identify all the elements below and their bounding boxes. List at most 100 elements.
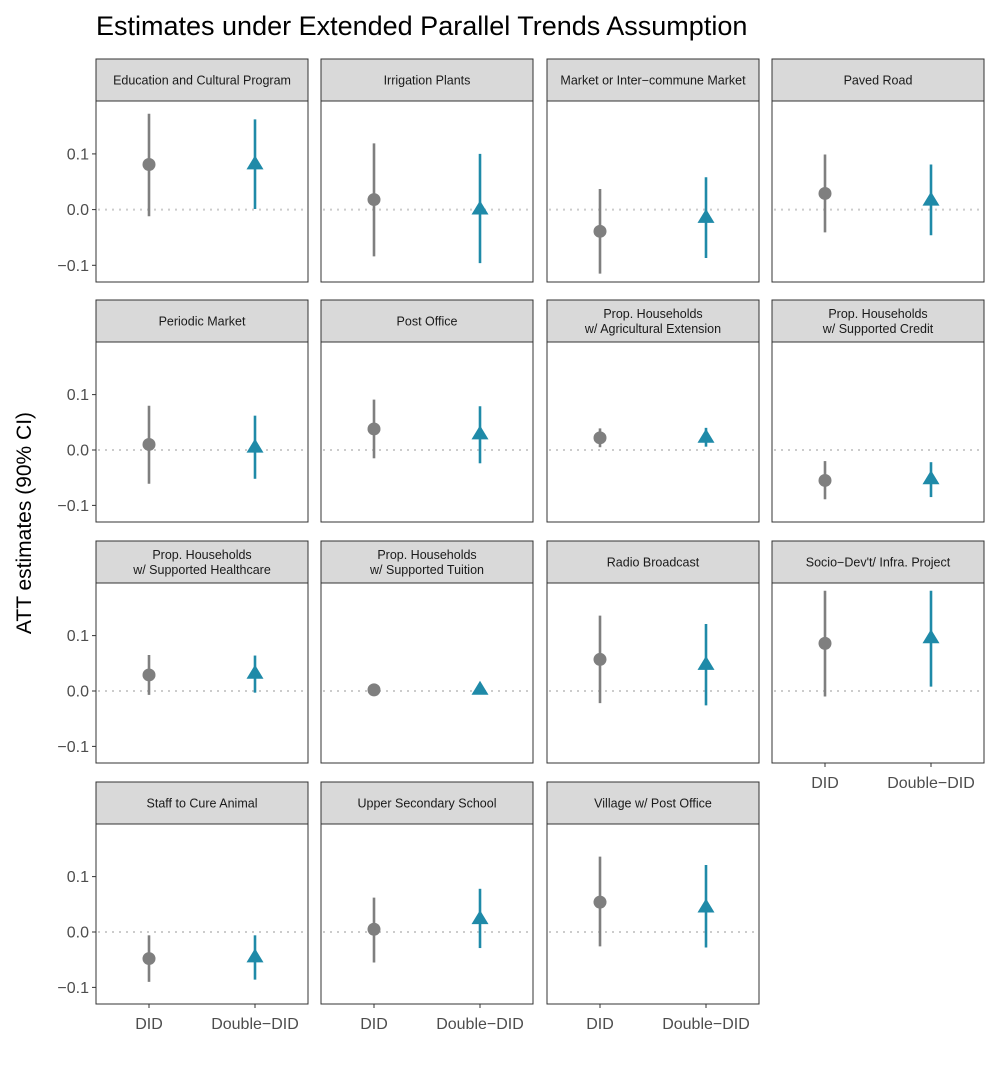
double-did-point-estimate [922,470,940,485]
did-point-estimate [142,668,156,682]
panel-background [546,823,760,1005]
double-did-point-estimate [697,428,715,443]
double-did-point-estimate [922,629,940,644]
did-point-estimate [593,895,607,909]
panel-background [771,341,985,523]
did-point-estimate [593,431,607,445]
panel-background [320,823,534,1005]
double-did-point-estimate [246,155,264,170]
double-did-point-estimate [471,910,489,925]
facet-panel: Irrigation Plants [320,58,534,283]
chart-title: Estimates under Extended Parallel Trends… [96,11,747,41]
double-did-point-estimate [471,680,489,695]
did-point-estimate [818,473,832,487]
facet-panel: Radio Broadcast [546,540,760,764]
x-tick-label: Double−DID [662,1016,750,1033]
did-point-estimate [367,922,381,936]
did-point-estimate [367,683,381,697]
facet-strip-label: Post Office [397,315,458,329]
panel-background [546,341,760,523]
facet-strip [546,781,760,825]
facet-strip-label: w/ Supported Tuition [369,563,484,577]
facet-panel: Education and Cultural Program −0.1 0.0 0.1 [57,58,309,283]
y-tick-label: 0.1 [67,869,89,886]
facet-strip [95,58,309,102]
facet-strip-label: Education and Cultural Program [113,74,291,88]
facet-strip-label: Prop. Households [377,548,476,562]
facet-strip-label: Prop. Households [152,548,251,562]
facet-strip [546,540,760,584]
panel-background [546,100,760,283]
double-did-point-estimate [246,664,264,679]
facet-panel: Paved Road [771,58,985,283]
facet-panel: Periodic Market −0.1 0.0 0.1 [57,299,309,523]
facet-strip-label: Irrigation Plants [384,74,471,88]
facet-strip [95,540,309,584]
facet-panel: Village w/ Post Office DID Double−DID [546,781,760,1033]
x-tick-label: Double−DID [887,775,975,792]
double-did-point-estimate [922,191,940,206]
did-point-estimate [367,422,381,436]
y-tick-label: 0.0 [67,684,89,701]
y-tick-label: −0.1 [57,498,89,515]
did-point-estimate [818,186,832,200]
y-tick-label: −0.1 [57,980,89,997]
x-tick-label: DID [811,775,839,792]
y-tick-label: −0.1 [57,739,89,756]
double-did-point-estimate [471,200,489,215]
y-tick-label: −0.1 [57,258,89,275]
x-tick-label: DID [135,1016,163,1033]
did-point-estimate [142,437,156,451]
facet-panel: Socio−Dev't/ Infra. Project DID Double−DID [771,540,985,792]
x-tick-label: Double−DID [211,1016,299,1033]
facet-grid: Education and Cultural Program −0.1 0.0 0.1… [57,58,985,1033]
y-tick-label: 0.0 [67,202,89,219]
facet-strip-label: w/ Agricultural Extension [584,322,721,336]
panel-background [771,100,985,283]
did-point-estimate [593,652,607,666]
facet-strip [320,58,534,102]
y-tick-label: 0.1 [67,628,89,645]
facet-panel: Market or Inter−commune Market [546,58,760,283]
facet-strip-label: Market or Inter−commune Market [560,74,746,88]
did-point-estimate [593,224,607,238]
x-tick-label: DID [360,1016,388,1033]
double-did-point-estimate [246,948,264,963]
facet-strip [771,540,985,584]
facet-strip-label: Upper Secondary School [358,797,497,811]
facet-strip [320,540,534,584]
facet-panel: Post Office [320,299,534,523]
did-point-estimate [142,157,156,171]
x-tick-label: DID [586,1016,614,1033]
y-axis-label: ATT estimates (90% CI) [13,412,36,634]
panel-background [95,582,309,764]
facet-panel: Staff to Cure Animal −0.1 0.0 0.1 DID Double−… [57,781,309,1033]
y-tick-label: 0.0 [67,925,89,942]
y-tick-label: 0.1 [67,387,89,404]
did-point-estimate [142,952,156,966]
did-point-estimate [818,636,832,650]
facet-strip-label: Prop. Households [603,307,702,321]
facet-strip [771,299,985,343]
panel-background [320,100,534,283]
facet-panel: Upper Secondary School DID Double−DID [320,781,534,1033]
did-point-estimate [367,193,381,207]
facet-strip [771,58,985,102]
panel-background [546,582,760,764]
panel-background [95,100,309,283]
facet-strip-label: Village w/ Post Office [594,797,712,811]
facet-strip-label: Paved Road [844,74,913,88]
facet-strip-label: Socio−Dev't/ Infra. Project [806,556,951,570]
facet-strip-label: Periodic Market [159,315,246,329]
facet-strip [320,781,534,825]
double-did-point-estimate [697,208,715,223]
y-tick-label: 0.0 [67,443,89,460]
panel-background [320,582,534,764]
x-tick-label: Double−DID [436,1016,524,1033]
panel-background [320,341,534,523]
double-did-point-estimate [471,425,489,440]
